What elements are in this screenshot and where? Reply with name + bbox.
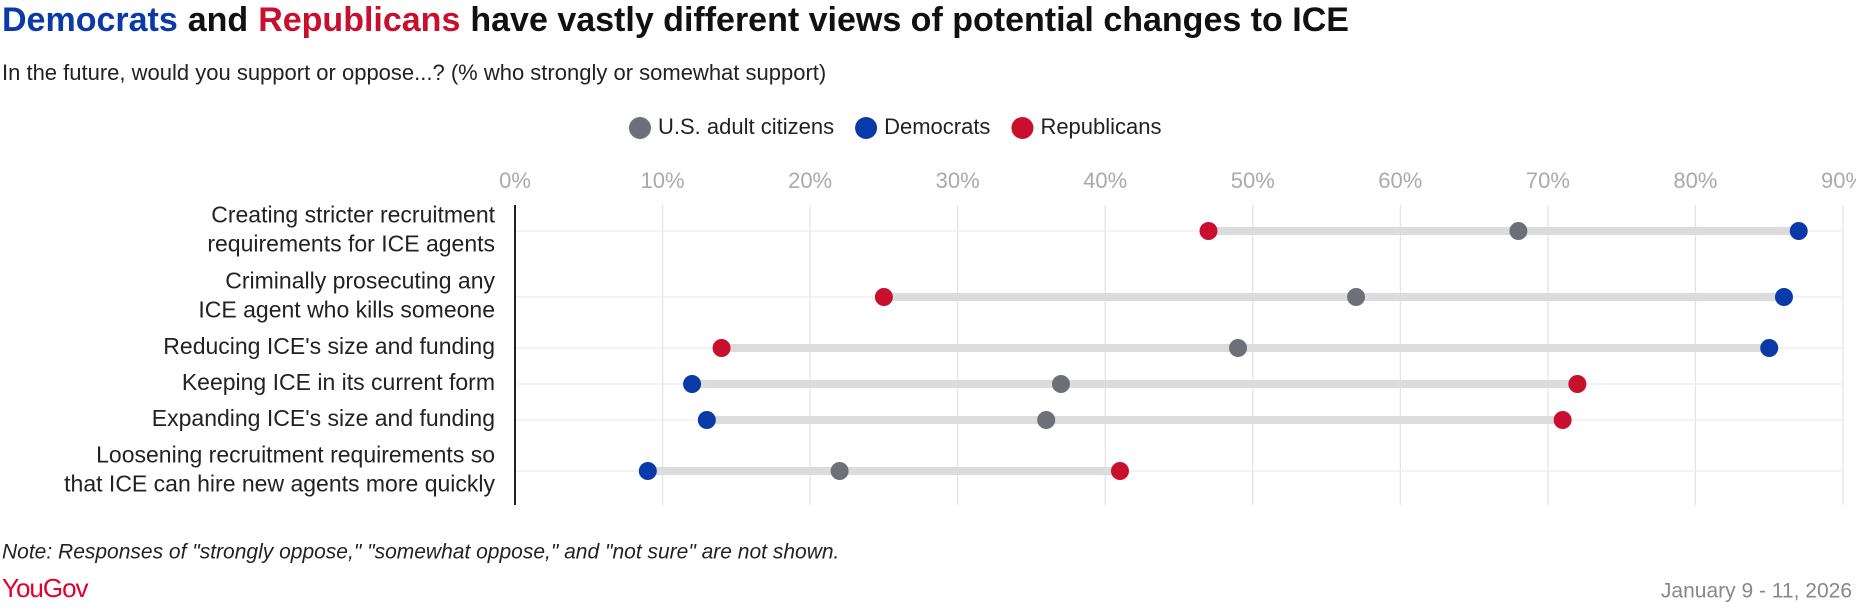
legend-marker	[1011, 117, 1034, 139]
x-tick-label: 60%	[1378, 168, 1422, 193]
y-tick-label: requirements for ICE agents	[207, 231, 495, 257]
dot	[830, 462, 849, 480]
dot	[1568, 375, 1587, 393]
dot	[1051, 375, 1070, 393]
subtitle: In the future, would you support or oppo…	[2, 60, 826, 85]
title-segment: and	[188, 1, 248, 39]
dot	[1760, 339, 1779, 357]
dot	[1199, 222, 1218, 240]
x-tick-label: 70%	[1526, 168, 1570, 193]
y-tick-label: Loosening recruitment requirements so	[96, 442, 495, 468]
legend-label: Democrats	[884, 114, 990, 139]
y-tick-label: Expanding ICE's size and funding	[152, 405, 495, 431]
title-segment: Democrats	[2, 1, 178, 39]
note: Note: Responses of "strongly oppose," "s…	[2, 541, 839, 564]
x-tick-label: 40%	[1083, 168, 1127, 193]
dot	[874, 288, 893, 306]
dot	[697, 411, 716, 429]
x-tick-label: 90%	[1821, 168, 1856, 193]
dot	[1553, 411, 1572, 429]
title-segment: Republicans	[258, 1, 460, 39]
x-tick-label: 30%	[936, 168, 980, 193]
dot	[1774, 288, 1793, 306]
x-tick-label: 50%	[1231, 168, 1275, 193]
legend-label: U.S. adult citizens	[658, 114, 834, 139]
legend: U.S. adult citizens Democrats Republicans	[629, 114, 1162, 139]
x-tick-label: 0%	[499, 168, 531, 193]
title-segment: have vastly different views of potential…	[470, 1, 1349, 39]
dot	[1789, 222, 1808, 240]
date: January 9 - 11, 2026	[1661, 580, 1852, 603]
y-tick-label: Creating stricter recruitment	[211, 202, 495, 228]
legend-label: Republicans	[1040, 114, 1161, 139]
x-tick-label: 20%	[788, 168, 832, 193]
dot	[712, 339, 731, 357]
x-tick-label: 80%	[1673, 168, 1717, 193]
y-tick-label: ICE agent who kills someone	[198, 297, 495, 323]
y-tick-label: that ICE can hire new agents more quickl…	[64, 471, 495, 497]
dot	[1110, 462, 1129, 480]
dot	[1347, 288, 1366, 306]
legend-marker	[855, 117, 878, 139]
dot	[1037, 411, 1056, 429]
y-tick-label: Criminally prosecuting any	[225, 268, 495, 294]
legend-marker	[629, 117, 651, 139]
dot	[638, 462, 657, 480]
chart-title: Democrats and Republicans have vastly diffe…	[2, 1, 1349, 39]
source-logo: YouGov	[2, 573, 89, 603]
dot	[683, 375, 702, 393]
dot	[1509, 222, 1528, 240]
x-tick-label: 10%	[641, 168, 685, 193]
y-tick-label: Reducing ICE's size and funding	[163, 333, 495, 359]
dot	[1229, 339, 1248, 357]
y-tick-label: Keeping ICE in its current form	[182, 369, 495, 395]
